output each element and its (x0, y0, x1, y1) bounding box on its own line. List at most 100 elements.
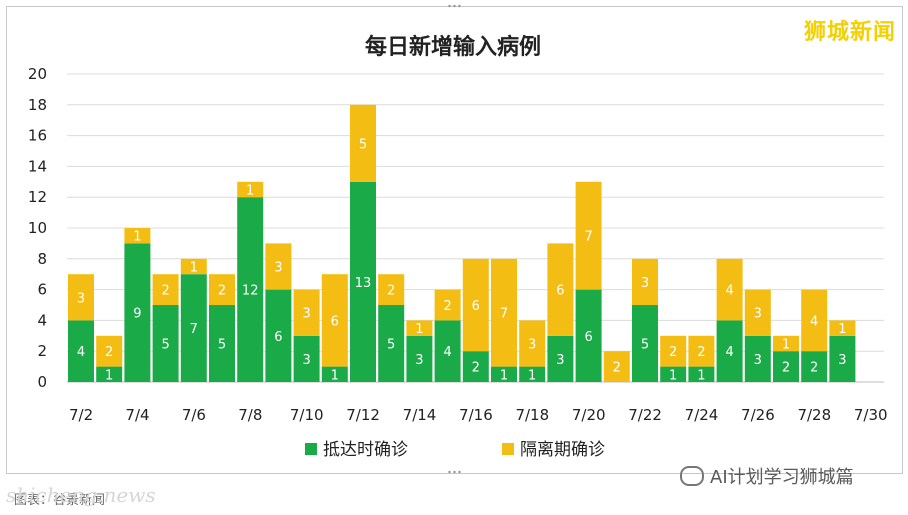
bar-arrival (632, 305, 658, 382)
data-label-arrival: 5 (387, 338, 395, 353)
data-label-quarantine: 7 (500, 307, 508, 322)
bar-arrival (434, 320, 461, 382)
data-label-quarantine: 5 (359, 137, 367, 152)
y-tick-label: 18 (28, 96, 47, 114)
bar-quarantine (152, 274, 179, 305)
y-tick-label: 20 (28, 65, 47, 83)
bar-arrival (180, 274, 207, 382)
bar-quarantine (547, 243, 574, 336)
data-label-quarantine: 2 (669, 345, 677, 360)
bar-arrival (321, 366, 348, 382)
source-caption: 图表：谷景新闻 (14, 493, 106, 508)
data-label-quarantine: 1 (838, 322, 846, 337)
x-tick-label: 7/12 (346, 406, 380, 424)
y-axis: 0 2 4 6 8 10 12 14 16 18 20 (28, 65, 47, 391)
bar-arrival (716, 320, 743, 382)
data-label-arrival: 3 (556, 353, 564, 368)
data-label-quarantine: 1 (133, 230, 141, 245)
legend-label: 抵达时确诊 (323, 440, 408, 460)
bar-arrival (491, 366, 517, 382)
data-label-quarantine: 3 (641, 276, 649, 291)
site-watermark: shicheng.news (6, 483, 156, 507)
data-label-arrival: 1 (669, 368, 677, 383)
bar-quarantine (350, 104, 376, 182)
bar-arrival (660, 366, 687, 382)
bar-arrival (773, 351, 799, 382)
bar-arrival (547, 335, 574, 382)
bar-arrival (688, 366, 715, 382)
bar-arrival (209, 305, 235, 382)
x-tick-label: 7/24 (685, 406, 719, 424)
y-tick-label: 6 (37, 281, 47, 299)
resize-handle-top[interactable] (447, 4, 461, 8)
bar-quarantine (829, 320, 856, 336)
bar-quarantine (519, 320, 546, 367)
data-label-quarantine: 1 (190, 261, 198, 276)
y-tick-label: 0 (37, 373, 47, 391)
wechat-icon (680, 466, 704, 486)
data-label-arrival: 3 (415, 353, 423, 368)
bar-arrival (350, 181, 376, 382)
data-label-arrival: 7 (190, 322, 198, 337)
data-label-arrival: 2 (810, 361, 818, 376)
data-label-quarantine: 2 (218, 284, 226, 299)
chart-frame (6, 6, 903, 474)
x-tick-label: 7/18 (515, 406, 549, 424)
bar-quarantine (406, 320, 433, 336)
bar-arrival (124, 243, 151, 382)
data-label-arrival: 4 (77, 345, 85, 360)
x-tick-label: 7/22 (628, 406, 662, 424)
data-label-quarantine: 3 (274, 261, 282, 276)
data-label-arrival: 13 (355, 276, 372, 291)
resize-handle-bottom[interactable] (447, 470, 461, 474)
bar-quarantine (209, 274, 235, 305)
bar-quarantine (491, 258, 517, 367)
y-tick-label: 10 (28, 219, 47, 237)
data-label-arrival: 3 (838, 353, 846, 368)
data-label-arrival: 5 (218, 338, 226, 353)
data-label-arrival: 6 (584, 330, 592, 345)
chart-title: 每日新增输入病例 (365, 34, 541, 60)
bar-quarantine (293, 289, 320, 336)
bar-arrival (293, 335, 320, 382)
wechat-watermark: AI计划学习狮城篇 (680, 463, 854, 489)
data-label-quarantine: 3 (77, 291, 85, 306)
data-label-arrival: 2 (782, 361, 790, 376)
data-label-quarantine: 2 (613, 361, 621, 376)
bar-quarantine (124, 228, 151, 244)
data-label-quarantine: 4 (725, 284, 733, 299)
x-tick-label: 7/6 (182, 406, 206, 424)
data-label-arrival: 12 (242, 284, 259, 299)
x-tick-label: 7/2 (69, 406, 93, 424)
legend-swatch (502, 443, 514, 455)
bar-arrival (152, 305, 179, 382)
data-label-quarantine: 2 (697, 345, 705, 360)
data-label-quarantine: 3 (754, 307, 762, 322)
bar-arrival (96, 366, 123, 382)
x-axis: 7/2 7/4 7/6 7/8 7/10 7/12 7/14 7/16 7/18 7/20 7/22… (69, 406, 888, 424)
bar-arrival (237, 197, 264, 382)
bar-quarantine (68, 274, 94, 321)
data-label-quarantine: 3 (302, 307, 310, 322)
bar-quarantine (773, 335, 799, 352)
bar-quarantine (434, 289, 461, 321)
x-tick-label: 7/26 (741, 406, 775, 424)
bar-arrival (575, 289, 602, 382)
data-label-quarantine: 1 (246, 184, 254, 199)
bar-arrival (829, 335, 856, 382)
data-label-arrival: 4 (725, 345, 733, 360)
bar-arrival (265, 289, 292, 382)
bar-arrival (519, 366, 546, 382)
legend-swatch (305, 443, 317, 455)
bar-arrival (406, 335, 433, 382)
y-tick-label: 14 (28, 157, 47, 175)
data-label-quarantine: 1 (782, 338, 790, 353)
bar-arrival (378, 305, 405, 382)
bar-quarantine (632, 258, 658, 305)
data-label-arrival: 3 (302, 353, 310, 368)
x-tick-label: 7/10 (290, 406, 324, 424)
bar-quarantine (744, 289, 771, 336)
bar-arrival (68, 320, 94, 382)
x-tick-label: 7/30 (854, 406, 888, 424)
